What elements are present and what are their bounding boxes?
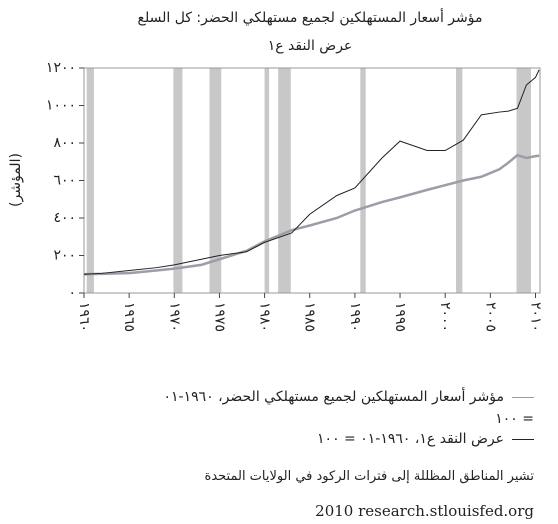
x-tick-label: ١٩٧٥ xyxy=(211,302,227,332)
legend-entry: مؤشر أسعار المستهلكين لجميع مستهلكي الحض… xyxy=(150,386,534,430)
y-tick-label: ١٢٠٠ xyxy=(46,60,76,76)
legend-swatch xyxy=(512,396,534,398)
series-line xyxy=(83,153,540,276)
x-tick-label: ١٩٨٥ xyxy=(302,302,318,332)
x-tick-label: ١٩٦٠ xyxy=(76,302,92,332)
recession-band xyxy=(264,68,270,293)
recession-band xyxy=(209,68,222,293)
chart-title: مؤشر أسعار المستهلكين لجميع مستهلكي الحض… xyxy=(138,8,483,26)
y-tick-label: ١٠٠٠ xyxy=(46,98,76,114)
y-tick-label: ٠ xyxy=(68,285,76,301)
y-tick-label: ٨٠٠ xyxy=(53,135,76,151)
x-tick-label: ١٩٩٠ xyxy=(347,302,363,332)
x-tick-label: ٢٠٠٠ xyxy=(437,302,453,332)
y-axis-label: (المؤشر) xyxy=(8,153,24,207)
recession-band xyxy=(173,68,183,293)
x-tick-label: ١٩٧٠ xyxy=(166,302,182,332)
series-line xyxy=(83,69,540,275)
legend-entry: عرض النقد ع١، ١٩٦٠-٠١ = ١٠٠ xyxy=(150,428,534,450)
x-tick-label: ١٩٦٥ xyxy=(121,302,137,332)
recession-band xyxy=(360,68,366,293)
y-tick-label: ٢٠٠ xyxy=(53,248,76,264)
y-tick-label: ٦٠٠ xyxy=(53,173,76,189)
x-tick-label: ١٩٨٠ xyxy=(257,302,273,332)
chart-subtitle: عرض النقد ع١ xyxy=(268,38,353,54)
x-tick-label: ٢٠٠٥ xyxy=(482,302,498,332)
legend-label: عرض النقد ع١، ١٩٦٠-٠١ = ١٠٠ xyxy=(317,431,504,447)
recession-band xyxy=(278,68,291,293)
y-tick-label: ٤٠٠ xyxy=(53,210,76,226)
plot-frame xyxy=(83,67,541,294)
note: تشير المناطق المظللة إلى فترات الركود في… xyxy=(204,469,534,484)
recession-band xyxy=(86,68,94,293)
legend-label: مؤشر أسعار المستهلكين لجميع مستهلكي الحض… xyxy=(163,389,535,427)
source: 2010 research.stlouisfed.org xyxy=(315,502,534,520)
recession-band xyxy=(516,68,531,293)
legend-swatch xyxy=(512,438,534,440)
x-tick-label: ١٩٩٥ xyxy=(392,302,408,332)
x-tick-label: ٢٠١٠ xyxy=(527,302,543,332)
